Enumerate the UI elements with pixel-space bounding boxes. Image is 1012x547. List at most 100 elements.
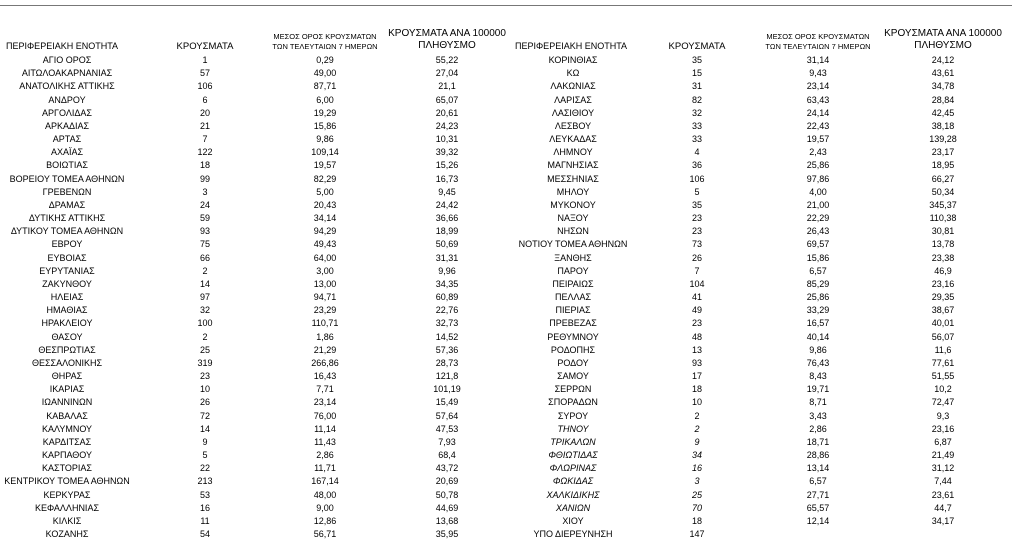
table-cell: 77,61 — [931, 357, 955, 368]
table-cell: 69,57 — [806, 239, 830, 250]
table-cell: 21,29 — [313, 344, 337, 355]
table-cell: 9,86 — [809, 344, 827, 355]
table-cell: 65,57 — [806, 502, 830, 513]
table-cell: 59 — [199, 213, 210, 224]
table-cell: 8,43 — [809, 371, 827, 382]
table-cell: 16,43 — [313, 371, 337, 382]
table-cell: 9,45 — [438, 186, 456, 197]
table-cell: 46,9 — [934, 265, 952, 276]
table-cell: 34,17 — [931, 515, 955, 526]
table-cell: 106 — [689, 173, 705, 184]
table-cell: 20,69 — [435, 476, 459, 487]
table-cell: ΗΛΕΙΑΣ — [50, 292, 84, 303]
table-cell: 85,29 — [806, 278, 830, 289]
table-cell: 2 — [694, 423, 700, 434]
table-cell: 82 — [691, 94, 702, 105]
table-cell: ΚΑΒΑΛΑΣ — [46, 410, 88, 421]
table-cell: 15,86 — [806, 252, 830, 263]
table-cell: 24,23 — [435, 120, 459, 131]
table-cell: 4,00 — [809, 186, 827, 197]
table-cell: 21 — [199, 120, 210, 131]
table-cell: 6,57 — [809, 476, 827, 487]
table-cell: 94,71 — [313, 292, 337, 303]
table-cell: 34 — [691, 450, 702, 461]
table-cell: 33 — [691, 120, 702, 131]
table-cell: 9,96 — [438, 265, 456, 276]
top-rule — [0, 5, 1012, 6]
table-cell: 60,89 — [435, 292, 459, 303]
table-cell: ΚΩ — [566, 68, 580, 79]
table-cell: 87,71 — [313, 81, 337, 92]
table-cell: 29,35 — [931, 292, 955, 303]
table-cell: ΦΘΙΩΤΙΔΑΣ — [548, 450, 598, 461]
table-cell: 57,64 — [435, 410, 459, 421]
table-cell: 31 — [691, 81, 702, 92]
table-cell: 28,84 — [931, 94, 955, 105]
table-cell: 35,95 — [435, 529, 459, 540]
table-cell: 7,71 — [316, 384, 334, 395]
table-cell: 14 — [199, 423, 210, 434]
table-cell: 12,86 — [313, 515, 337, 526]
table-cell: 39,32 — [435, 147, 459, 158]
table-cell: ΥΠΟ ΔΙΕΡΕΥΝΗΣΗ — [533, 529, 613, 540]
table-cell: 23,17 — [931, 147, 955, 158]
table-cell: 50,34 — [931, 186, 955, 197]
table-cell: 122 — [197, 147, 213, 158]
table-cell: 36,66 — [435, 213, 459, 224]
table-cell: ΣΠΟΡΑΔΩΝ — [548, 397, 598, 408]
table-cell: 319 — [197, 357, 213, 368]
table-cell: ΦΛΩΡΙΝΑΣ — [549, 463, 597, 474]
table-cell: ΔΡΑΜΑΣ — [48, 199, 86, 210]
table-cell: 13,14 — [806, 463, 830, 474]
column-header: ΚΡΟΥΣΜΑΤΑ ΑΝΑ 100000 ΠΛΗΘΥΣΜΟ — [884, 28, 1002, 51]
table-cell: 14 — [199, 278, 210, 289]
table-cell: 9,3 — [936, 410, 950, 421]
table-cell: 11,14 — [314, 423, 336, 434]
table-cell: 2 — [202, 265, 208, 276]
table-cell: 93 — [691, 357, 702, 368]
table-cell: 93 — [199, 226, 210, 237]
table-cell: 25 — [691, 489, 702, 500]
table-cell: ΗΡΑΚΛΕΙΟΥ — [41, 318, 93, 329]
table-cell: 19,57 — [806, 134, 830, 145]
table-cell: 70 — [691, 502, 702, 513]
table-cell: 50,78 — [435, 489, 459, 500]
table-cell: ΚΕΦΑΛΛΗΝΙΑΣ — [34, 502, 100, 513]
table-cell: 97 — [199, 292, 210, 303]
table-cell: 3 — [694, 476, 700, 487]
table-cell: 15,26 — [435, 160, 459, 171]
table-cell: ΠΙΕΡΙΑΣ — [555, 305, 591, 316]
table-cell: 345,37 — [929, 199, 957, 210]
table-cell: 36 — [691, 160, 702, 171]
table-cell: 56,71 — [313, 529, 337, 540]
table-cell: 9,86 — [316, 134, 334, 145]
table-cell: 66 — [199, 252, 210, 263]
table-cell: ΖΑΚΥΝΘΟΥ — [42, 278, 92, 289]
table-cell: 41 — [691, 292, 702, 303]
table-cell: 99 — [199, 173, 210, 184]
table-cell: 18 — [691, 384, 702, 395]
table-cell: 18,71 — [806, 436, 830, 447]
table-cell: 9,00 — [316, 502, 334, 513]
table-cell: 10 — [199, 384, 210, 395]
table-cell: 2,86 — [316, 450, 334, 461]
table-cell: 4 — [694, 147, 700, 158]
table-cell: 9,43 — [809, 68, 827, 79]
table-cell: ΠΕΛΛΑΣ — [554, 292, 592, 303]
table-cell: ΚΑΣΤΟΡΙΑΣ — [42, 463, 92, 474]
table-cell: 23 — [691, 213, 702, 224]
table-cell: 31,14 — [806, 55, 830, 65]
table-cell: 5 — [694, 186, 700, 197]
table-cell: 13,00 — [313, 278, 337, 289]
table-cell: ΜΗΛΟΥ — [556, 186, 590, 197]
table-cell: 49 — [691, 305, 702, 316]
table-cell: ΡΟΔΟΠΗΣ — [550, 344, 596, 355]
table-cell: 5,00 — [316, 186, 334, 197]
table-cell: ΧΑΛΚΙΔΙΚΗΣ — [546, 489, 600, 500]
table-cell: 11,43 — [314, 436, 336, 447]
table-cell: 21,00 — [806, 199, 830, 210]
table-cell: 6,57 — [809, 265, 827, 276]
column-header: ΚΡΟΥΣΜΑΤΑ ΑΝΑ 100000 ΠΛΗΘΥΣΜΟ — [388, 28, 506, 51]
table-cell: 109,14 — [311, 147, 339, 158]
